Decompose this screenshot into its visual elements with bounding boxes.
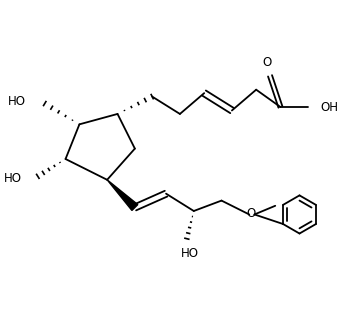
Text: OH: OH (320, 100, 338, 114)
Text: O: O (246, 207, 256, 220)
Text: HO: HO (4, 172, 22, 184)
Text: O: O (262, 56, 271, 69)
Text: HO: HO (181, 247, 199, 260)
Polygon shape (107, 180, 138, 211)
Text: HO: HO (8, 95, 26, 108)
